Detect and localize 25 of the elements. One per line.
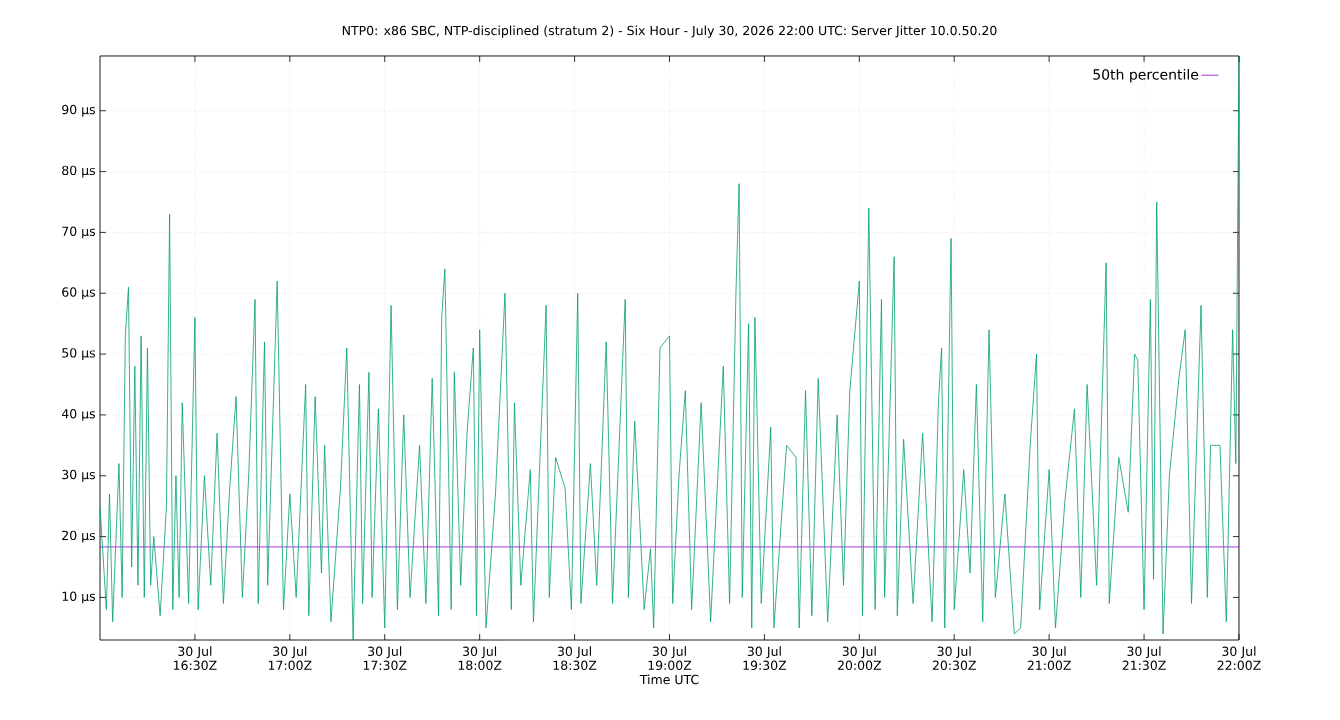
- x-tick-label: 30 Jul 20:00Z: [837, 646, 882, 671]
- x-axis-title: Time UTC: [639, 674, 699, 685]
- y-tick-label: 70 µs: [62, 226, 96, 239]
- y-tick-label: 60 µs: [62, 287, 96, 300]
- chart-title: NTP0: x86 SBC, NTP-disciplined (stratum 2) - Six Hour - July 30, 2026 22:00 UTC: Server Jitter 10.0.50.20: [342, 25, 997, 38]
- y-tick-label: 80 µs: [62, 165, 96, 178]
- x-tick-label: 30 Jul 20:30Z: [932, 646, 976, 671]
- x-tick-label: 30 Jul 21:00Z: [1027, 646, 1071, 671]
- x-tick-label: 30 Jul 18:30Z: [553, 646, 597, 671]
- x-tick-label: 30 Jul 17:30Z: [363, 646, 407, 671]
- x-tick-label: 30 Jul 16:30Z: [174, 646, 217, 671]
- x-tick-label: 30 Jul 17:00Z: [268, 646, 312, 671]
- legend-label: 50th percentile: [1093, 68, 1199, 83]
- x-tick-label: 30 Jul 19:00Z: [648, 646, 692, 671]
- x-tick-label: 30 Jul 19:30Z: [743, 646, 787, 671]
- x-tick-label: 30 Jul 21:30Z: [1122, 646, 1166, 671]
- y-tick-label: 50 µs: [62, 348, 96, 361]
- line-series: [100, 56, 1239, 640]
- y-tick-label: 30 µs: [62, 469, 96, 482]
- y-tick-label: 90 µs: [62, 104, 96, 117]
- x-tick-label: 30 Jul 22:00Z: [1217, 646, 1261, 671]
- x-tick-label: 30 Jul 18:00Z: [458, 646, 502, 671]
- y-tick-label: 20 µs: [62, 530, 96, 543]
- y-tick-label: 10 µs: [62, 591, 96, 604]
- y-tick-label: 40 µs: [61, 408, 96, 421]
